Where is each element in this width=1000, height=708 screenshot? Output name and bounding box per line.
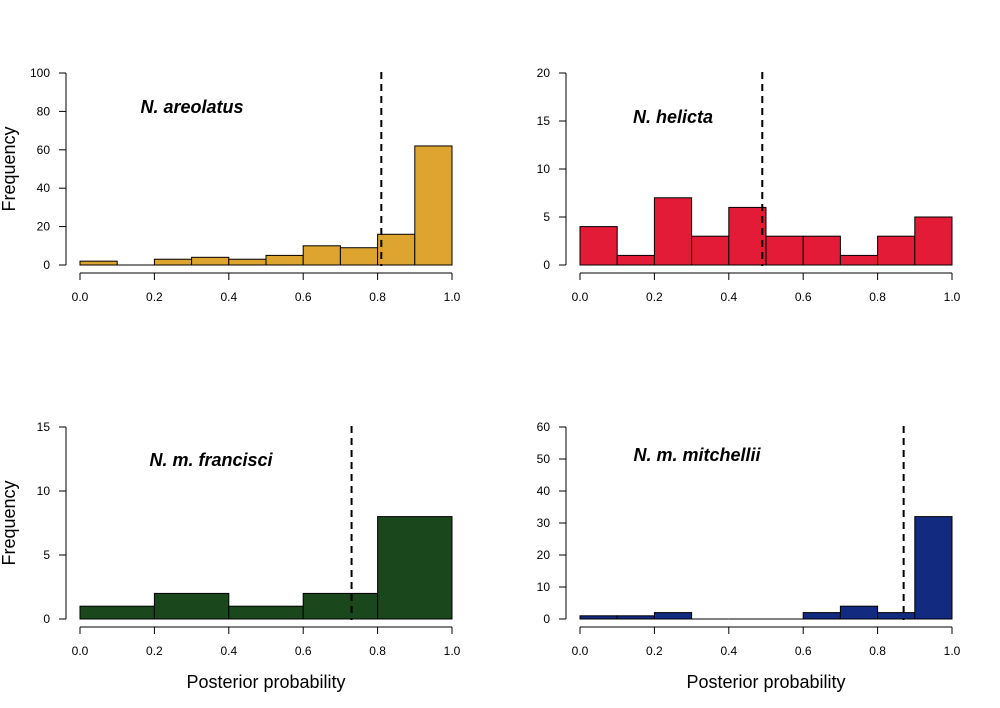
- y-tick-label: 50: [537, 452, 551, 466]
- panel-n-helicta: 0.0 0.2 0.4 0.6 0.8 1.0 0 5 10 15 20 N. helicta: [537, 66, 961, 304]
- histogram-bar: [228, 605, 304, 620]
- histogram-bar: [616, 615, 655, 620]
- y-tick-label: 80: [37, 104, 51, 118]
- y-tick-label: 0: [543, 612, 550, 626]
- histogram-bar: [579, 226, 618, 266]
- x-tick-label: 0.2: [146, 644, 163, 658]
- x-tick-label: 0.0: [572, 290, 589, 304]
- y-tick-label: 60: [37, 143, 51, 157]
- histogram-bar: [228, 258, 267, 266]
- x-tick-label: 0.8: [369, 644, 386, 658]
- x-tick-label: 0.2: [146, 290, 163, 304]
- y-tick-label: 5: [43, 548, 50, 562]
- histogram-bar: [877, 235, 916, 266]
- histogram-bar: [691, 235, 730, 266]
- x-tick-label: 0.4: [220, 644, 237, 658]
- y-tick-label: 0: [543, 258, 550, 272]
- panel-n-m-mitchellii: 0.0 0.2 0.4 0.6 0.8 1.0 0 10 20 30 40 50 60 N. m. mit…: [537, 420, 961, 692]
- x-tick-label: 0.6: [295, 644, 312, 658]
- x-tick-label: 0.4: [720, 290, 737, 304]
- y-tick-label: 40: [37, 181, 51, 195]
- histogram-bar: [653, 197, 693, 266]
- x-tick-label: 0.6: [795, 290, 812, 304]
- y-tick-label: 100: [30, 66, 50, 80]
- x-tick-label: 0.8: [869, 644, 886, 658]
- y-tick-label: 10: [537, 580, 551, 594]
- y-tick-label: 20: [37, 220, 51, 234]
- y-tick-label: 60: [537, 420, 551, 434]
- y-tick-label: 15: [537, 114, 551, 128]
- histogram-bar: [302, 245, 341, 266]
- x-tick-label: 0.8: [369, 290, 386, 304]
- histogram-bar: [153, 592, 230, 620]
- x-tick-label: 0.6: [295, 290, 312, 304]
- x-tick-label: 0.0: [572, 644, 589, 658]
- histogram-bar: [377, 233, 416, 266]
- panel-n-m-francisci: 0.0 0.2 0.4 0.6 0.8 1.0 0 5 10 15 N. m. francisci F…: [0, 420, 461, 692]
- y-tick-label: 10: [537, 162, 551, 176]
- histogram-bar: [765, 235, 804, 266]
- histogram-bar: [653, 612, 693, 620]
- y-axis-title: Frequency: [0, 126, 19, 211]
- histogram-bar: [802, 612, 841, 620]
- y-tick-label: 20: [537, 66, 551, 80]
- histogram-bar: [302, 592, 379, 620]
- histogram-bar: [914, 516, 953, 620]
- histogram-bar: [191, 256, 230, 266]
- histogram-bar: [265, 254, 304, 266]
- y-tick-label: 40: [537, 484, 551, 498]
- y-tick-label: 15: [37, 420, 51, 434]
- histogram-bar: [579, 615, 618, 620]
- panel-n-areolatus: 0.0 0.2 0.4 0.6 0.8 1.0 0 20 40 60 80 100 N. areolat…: [0, 66, 461, 304]
- x-tick-label: 0.2: [646, 290, 663, 304]
- x-axis-title: Posterior probability: [686, 672, 845, 692]
- species-label: N. helicta: [633, 107, 713, 127]
- species-label: N. areolatus: [140, 97, 243, 117]
- histogram-bar: [414, 145, 453, 266]
- histogram-bar: [839, 254, 879, 266]
- histogram-bar: [839, 605, 879, 620]
- histogram-bar: [616, 254, 655, 266]
- x-tick-label: 0.8: [869, 290, 886, 304]
- x-tick-label: 0.6: [795, 644, 812, 658]
- histogram-bar: [377, 516, 453, 620]
- x-axis-title: Posterior probability: [186, 672, 345, 692]
- species-label: N. m. mitchellii: [633, 445, 761, 465]
- x-tick-label: 1.0: [944, 644, 961, 658]
- x-tick-label: 0.2: [646, 644, 663, 658]
- x-tick-label: 1.0: [444, 644, 461, 658]
- x-tick-label: 1.0: [944, 290, 961, 304]
- species-label: N. m. francisci: [149, 450, 273, 470]
- histogram-bar: [339, 247, 379, 266]
- x-tick-label: 0.4: [720, 644, 737, 658]
- y-tick-label: 10: [37, 484, 51, 498]
- histogram-bar: [153, 258, 193, 266]
- y-tick-label: 0: [43, 258, 50, 272]
- histogram-bar: [79, 260, 118, 266]
- y-tick-label: 30: [537, 516, 551, 530]
- x-tick-label: 0.0: [72, 290, 89, 304]
- histogram-bar: [877, 612, 916, 620]
- histogram-bar: [79, 605, 155, 620]
- y-tick-label: 20: [537, 548, 551, 562]
- y-tick-label: 5: [543, 210, 550, 224]
- histogram-bar: [728, 206, 767, 266]
- x-tick-label: 1.0: [444, 290, 461, 304]
- x-tick-label: 0.0: [72, 644, 89, 658]
- x-tick-label: 0.4: [220, 290, 237, 304]
- histogram-bar: [802, 235, 841, 266]
- histogram-bar: [914, 216, 953, 266]
- y-axis-title: Frequency: [0, 480, 19, 565]
- y-tick-label: 0: [43, 612, 50, 626]
